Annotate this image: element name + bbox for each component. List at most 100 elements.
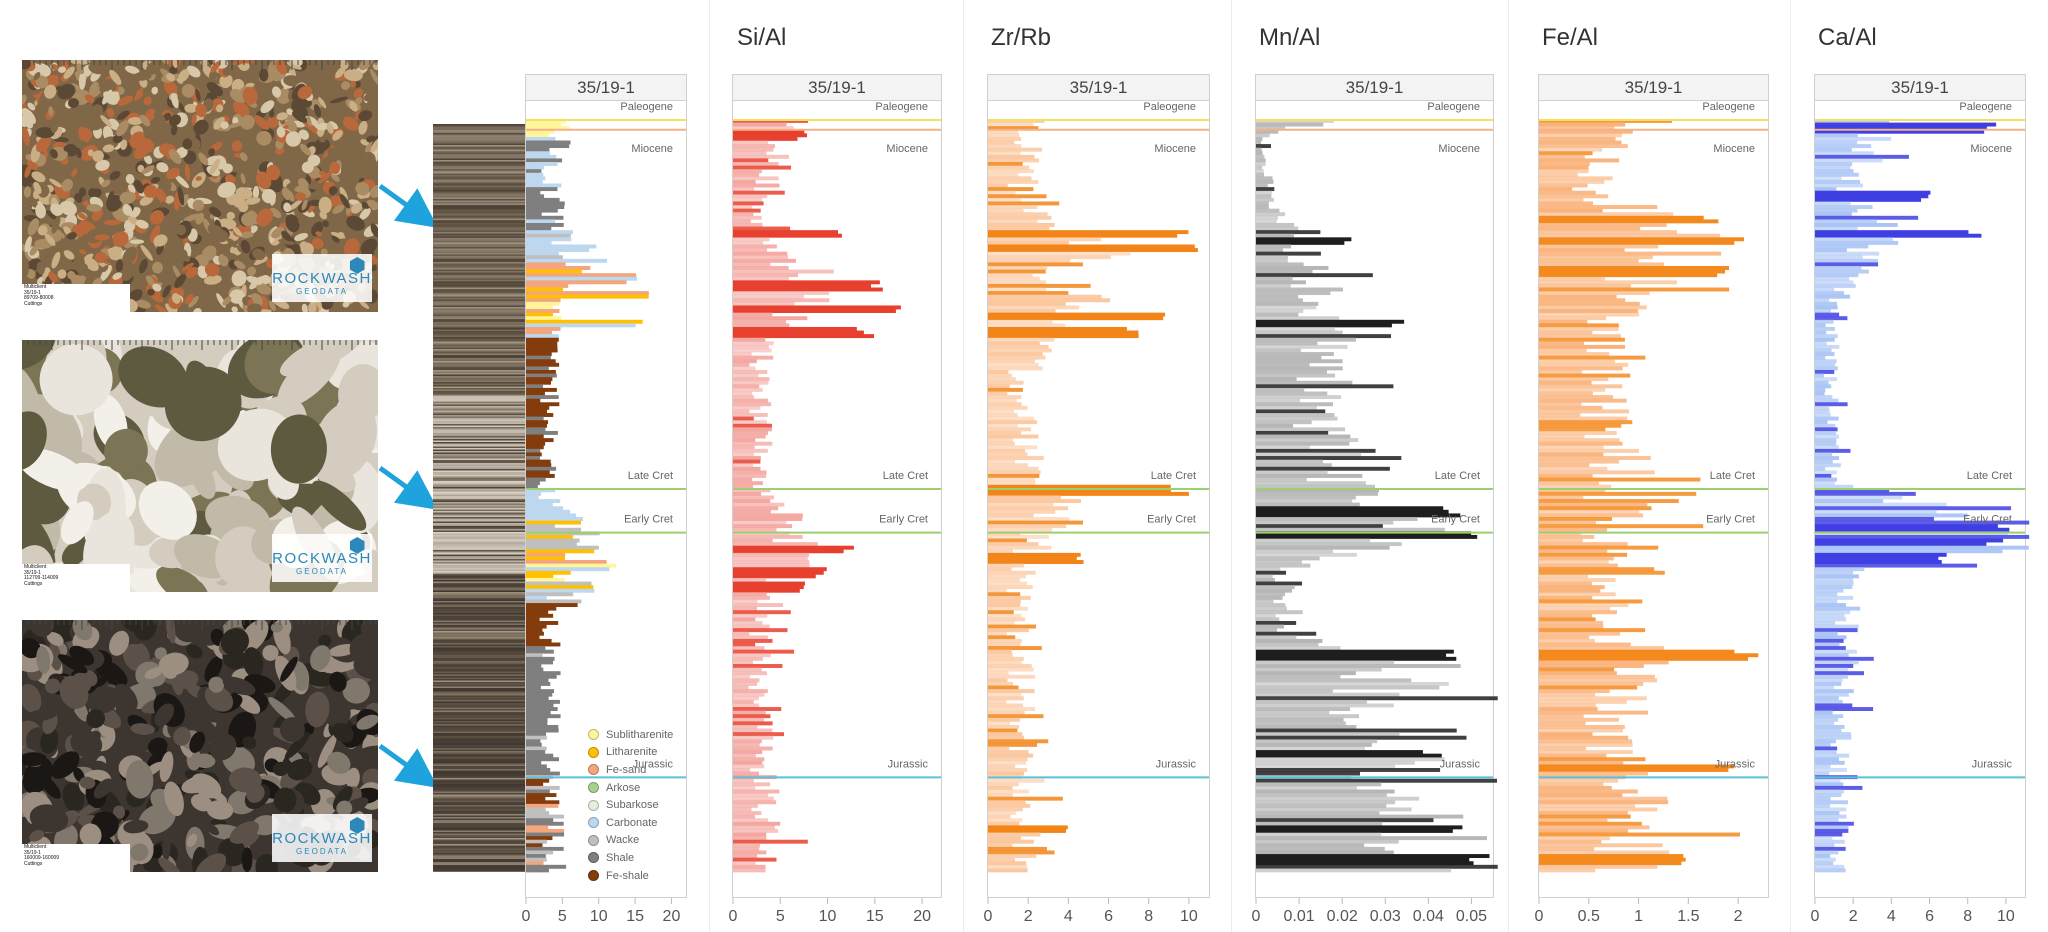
data-bar [988, 721, 1010, 726]
data-bar [1815, 309, 1831, 313]
data-bar [1539, 861, 1682, 866]
data-bar [526, 646, 546, 651]
formation-label: Paleogene [1143, 101, 1196, 113]
data-bar [1256, 760, 1415, 765]
data-bar [1815, 463, 1841, 468]
data-bar [1256, 305, 1317, 310]
data-bar [1815, 280, 1854, 285]
data-bar [733, 430, 769, 435]
data-bar [1539, 724, 1625, 729]
data-bar [526, 273, 637, 278]
data-bar [1539, 509, 1640, 514]
data-bar [988, 463, 1029, 468]
legend-item: Carbonate [588, 814, 673, 832]
data-bar [1256, 721, 1346, 726]
data-bar [526, 664, 542, 668]
data-bar [1815, 326, 1835, 331]
data-bar [526, 678, 549, 683]
data-bar [526, 445, 544, 450]
data-bar [1539, 721, 1586, 726]
data-bar [1815, 434, 1840, 439]
data-bar [526, 527, 581, 532]
formation-label: Jurassic [1440, 758, 1481, 770]
data-bar [526, 466, 557, 471]
data-bar [1539, 506, 1652, 511]
data-bar [1256, 266, 1329, 270]
data-bar [1539, 764, 1735, 769]
tick-label: 0.02 [1327, 908, 1358, 925]
data-bar [1539, 864, 1658, 869]
data-bar [1256, 319, 1405, 324]
data-bar [1815, 197, 1922, 202]
data-bar [526, 703, 554, 708]
data-bar [1539, 423, 1622, 428]
data-bar [1539, 291, 1650, 296]
data-bar [1256, 441, 1350, 446]
data-bar [733, 793, 769, 798]
formation-label: Paleogene [1427, 101, 1480, 113]
data-bar [1815, 617, 1847, 622]
data-bar [1539, 621, 1603, 625]
data-bar [733, 861, 756, 866]
data-bar [1256, 366, 1343, 371]
data-bar [988, 567, 1012, 572]
data-bar [733, 488, 771, 493]
data-bar [526, 337, 559, 342]
data-bar [988, 154, 1035, 159]
data-bar [1815, 344, 1840, 349]
data-bar [1256, 262, 1304, 267]
data-bar [1256, 201, 1269, 206]
data-bar [1815, 520, 2030, 525]
data-bar [733, 495, 774, 500]
data-bar [733, 477, 753, 482]
data-bar [1539, 248, 1625, 253]
data-bar [733, 380, 769, 385]
data-bar [526, 814, 565, 819]
data-bar [526, 506, 564, 511]
data-bar [1815, 524, 1998, 529]
data-bar [988, 757, 1028, 762]
data-bar [988, 656, 1024, 661]
data-bar [733, 230, 838, 235]
data-bar [1539, 452, 1604, 457]
data-bar [1815, 585, 1853, 590]
data-bar [1539, 133, 1622, 138]
data-bar [733, 868, 766, 873]
data-bar [733, 681, 758, 686]
data-bar [988, 459, 1016, 464]
data-bar [988, 621, 1015, 625]
data-bar [1539, 122, 1626, 127]
data-bar [526, 560, 607, 564]
data-bar [988, 219, 1038, 224]
data-bar [526, 423, 547, 428]
data-bar [1256, 771, 1360, 776]
data-bar [733, 165, 792, 170]
track-plot: Paleogene Miocene Late Cret Early Cret Juras… [1252, 101, 1498, 925]
data-bar [1815, 276, 1850, 281]
data-bar [1256, 362, 1310, 367]
data-bar [526, 380, 551, 385]
data-bar [988, 413, 1018, 417]
data-bar [733, 280, 880, 285]
data-bar [1256, 807, 1412, 812]
data-bar [526, 312, 553, 317]
data-bar [1256, 165, 1263, 170]
data-bar [526, 868, 549, 873]
legend-label: Fe-shale [606, 869, 649, 882]
data-bar [733, 373, 759, 378]
data-bar [988, 635, 1016, 640]
data-bar [1539, 656, 1749, 661]
data-bar [1256, 846, 1385, 851]
data-bar [988, 506, 1069, 511]
data-bar [1539, 685, 1638, 690]
data-bar [526, 409, 548, 414]
data-bar [526, 154, 557, 159]
data-bar [1256, 864, 1498, 869]
data-bar [526, 326, 561, 331]
data-bar [526, 276, 638, 281]
data-bar [1815, 717, 1839, 722]
data-bar [1539, 459, 1619, 464]
data-bar [1256, 506, 1444, 511]
data-bar [526, 147, 550, 152]
data-bar [1539, 187, 1573, 192]
